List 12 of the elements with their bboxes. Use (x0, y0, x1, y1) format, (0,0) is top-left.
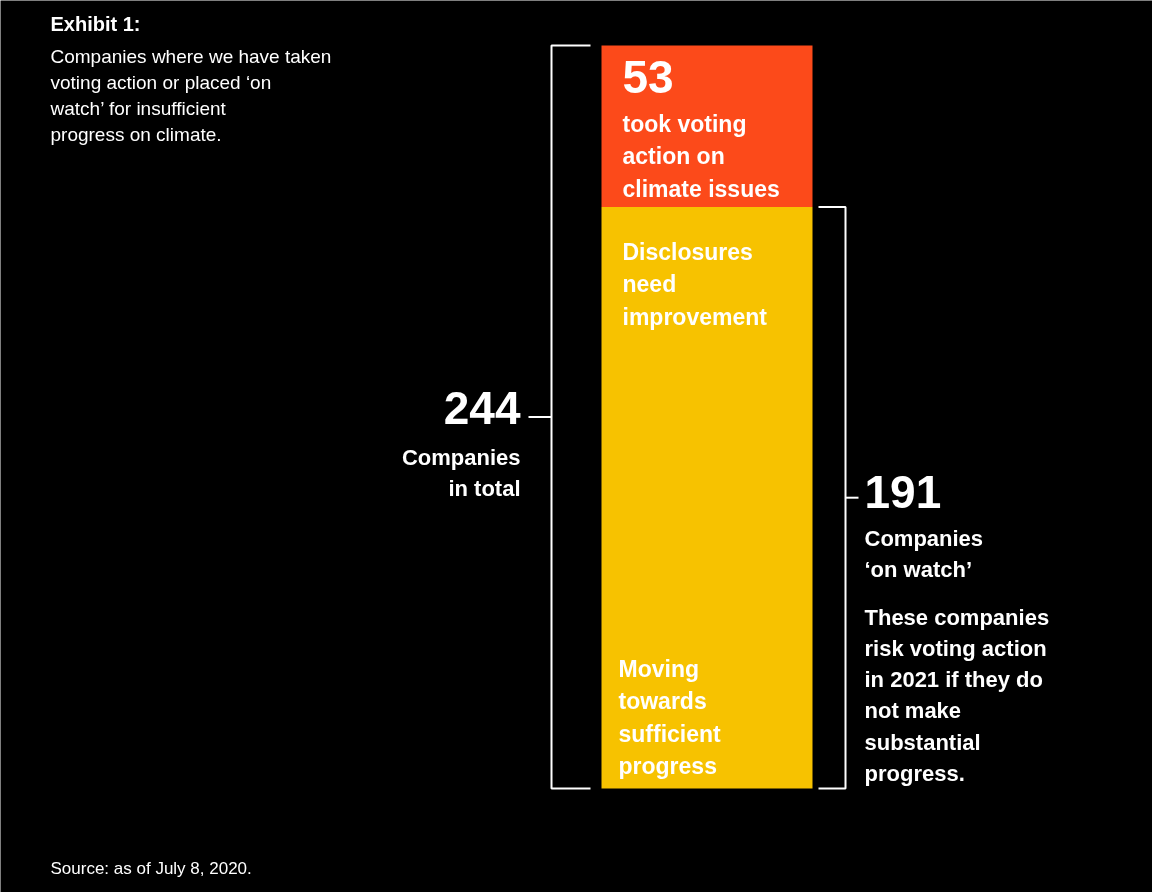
annotation: Moving towards sufficient progress (618, 655, 722, 779)
annotation: took voting action on climate issues (622, 110, 780, 202)
text: Companies where we have taken voting action or placed ‘on watch’ for insufficient progress on climate. (49, 45, 332, 146)
text: Companies ‘on watch’ (864, 525, 984, 582)
total-label: 244 (443, 382, 521, 434)
text: These companies risk voting action in 2021 if they do not make substantial progress. (864, 604, 1050, 786)
annotation: Disclosures need improvement (622, 238, 768, 330)
source-note: Source: as of July 8, 2020. (50, 858, 252, 878)
text: Companies in total (401, 445, 521, 502)
data-label: 53 (622, 50, 674, 103)
text: Exhibit 1: (50, 12, 141, 35)
text: 191 (864, 465, 942, 518)
